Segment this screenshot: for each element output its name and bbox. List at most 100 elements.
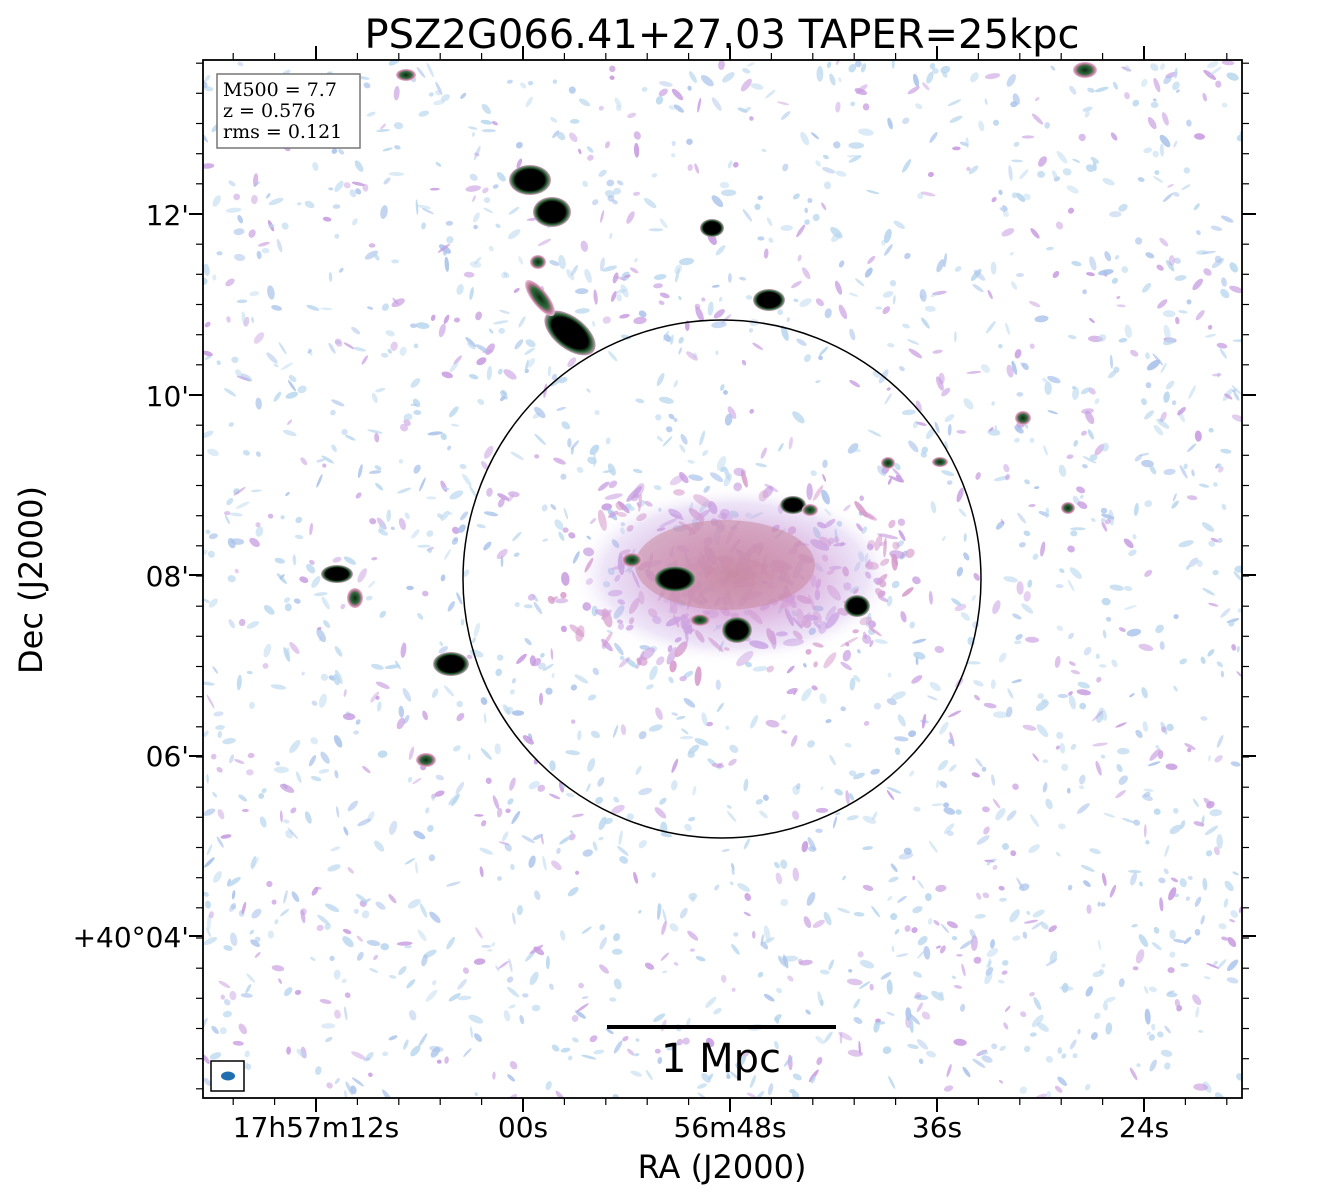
noise-speck [1029, 991, 1035, 997]
noise-speck [997, 979, 1005, 984]
noise-speck [986, 861, 991, 866]
noise-speck [481, 944, 492, 948]
noise-speck [421, 208, 434, 215]
noise-speck [984, 98, 988, 105]
noise-speck [1220, 448, 1232, 454]
noise-speck [207, 448, 219, 457]
noise-speck [507, 798, 514, 805]
noise-speck [1042, 759, 1048, 764]
noise-speck [254, 936, 261, 942]
noise-speck [659, 292, 670, 299]
noise-speck [882, 291, 894, 298]
noise-speck [1160, 1049, 1173, 1057]
radio-source [881, 457, 895, 469]
noise-speck [406, 979, 416, 989]
noise-speck [937, 759, 949, 771]
noise-speck [216, 766, 223, 773]
noise-speck [804, 207, 809, 214]
noise-speck [1011, 192, 1018, 199]
noise-speck [853, 674, 861, 683]
noise-speck [204, 74, 211, 82]
noise-speck [462, 473, 472, 487]
noise-speck [701, 712, 708, 726]
noise-speck [752, 342, 763, 350]
noise-speck [512, 912, 516, 925]
noise-speck [480, 697, 488, 705]
noise-speck [915, 657, 919, 666]
noise-speck [890, 863, 898, 873]
noise-speck [835, 170, 847, 177]
noise-speck [1112, 81, 1119, 90]
noise-speck [216, 360, 221, 366]
noise-speck [909, 770, 915, 777]
noise-speck [439, 641, 444, 647]
noise-speck [742, 1050, 750, 1058]
noise-speck [653, 485, 662, 491]
noise-speck [619, 856, 629, 864]
noise-speck [648, 724, 663, 732]
noise-speck [819, 693, 827, 704]
noise-speck [839, 1032, 843, 1044]
noise-speck [1135, 949, 1145, 964]
noise-speck [599, 257, 605, 272]
noise-speck [1016, 391, 1024, 397]
noise-speck [943, 1085, 954, 1092]
noise-speck [895, 475, 904, 483]
noise-speck [671, 88, 684, 101]
noise-speck [1084, 410, 1095, 425]
noise-speck [249, 929, 255, 935]
noise-speck [953, 984, 963, 989]
noise-speck [315, 1066, 322, 1075]
noise-speck [850, 101, 856, 107]
emission-speck [694, 666, 702, 686]
noise-speck [456, 700, 463, 708]
noise-speck [848, 770, 857, 777]
noise-speck [1157, 299, 1168, 309]
noise-speck [250, 194, 258, 205]
noise-speck [208, 598, 218, 608]
radio-source [844, 595, 870, 617]
noise-speck [1191, 469, 1195, 477]
noise-speck [1048, 925, 1058, 933]
noise-speck [528, 781, 540, 790]
noise-speck [1042, 782, 1048, 793]
noise-speck [415, 861, 418, 874]
noise-speck [930, 501, 937, 514]
noise-speck [203, 350, 213, 357]
noise-speck [749, 116, 754, 121]
noise-speck [807, 197, 813, 204]
noise-speck [473, 224, 478, 230]
noise-speck [428, 92, 434, 97]
noise-speck [731, 987, 736, 992]
noise-speck [241, 311, 247, 327]
noise-speck [1033, 996, 1042, 1011]
noise-speck [483, 197, 491, 204]
noise-speck [312, 162, 319, 171]
noise-speck [887, 117, 893, 130]
noise-speck [999, 1045, 1006, 1051]
noise-speck [963, 533, 967, 542]
noise-speck [1100, 754, 1106, 759]
noise-speck [976, 835, 990, 845]
noise-speck [1068, 661, 1076, 666]
noise-speck [334, 338, 343, 347]
noise-speck [475, 927, 483, 939]
noise-speck [654, 807, 667, 819]
emission-speck [840, 637, 859, 647]
noise-speck [512, 531, 522, 542]
noise-speck [410, 403, 418, 407]
noise-speck [467, 342, 476, 350]
noise-speck [410, 378, 421, 388]
noise-speck [319, 999, 332, 1004]
noise-speck [718, 296, 723, 302]
noise-speck [208, 533, 218, 540]
noise-speck [245, 984, 252, 994]
noise-speck [803, 916, 812, 929]
noise-speck [750, 83, 764, 90]
noise-speck [774, 1014, 782, 1022]
noise-speck [444, 256, 450, 272]
noise-speck [217, 730, 223, 739]
noise-speck [883, 228, 892, 244]
noise-speck [250, 489, 262, 493]
noise-speck [228, 422, 234, 427]
